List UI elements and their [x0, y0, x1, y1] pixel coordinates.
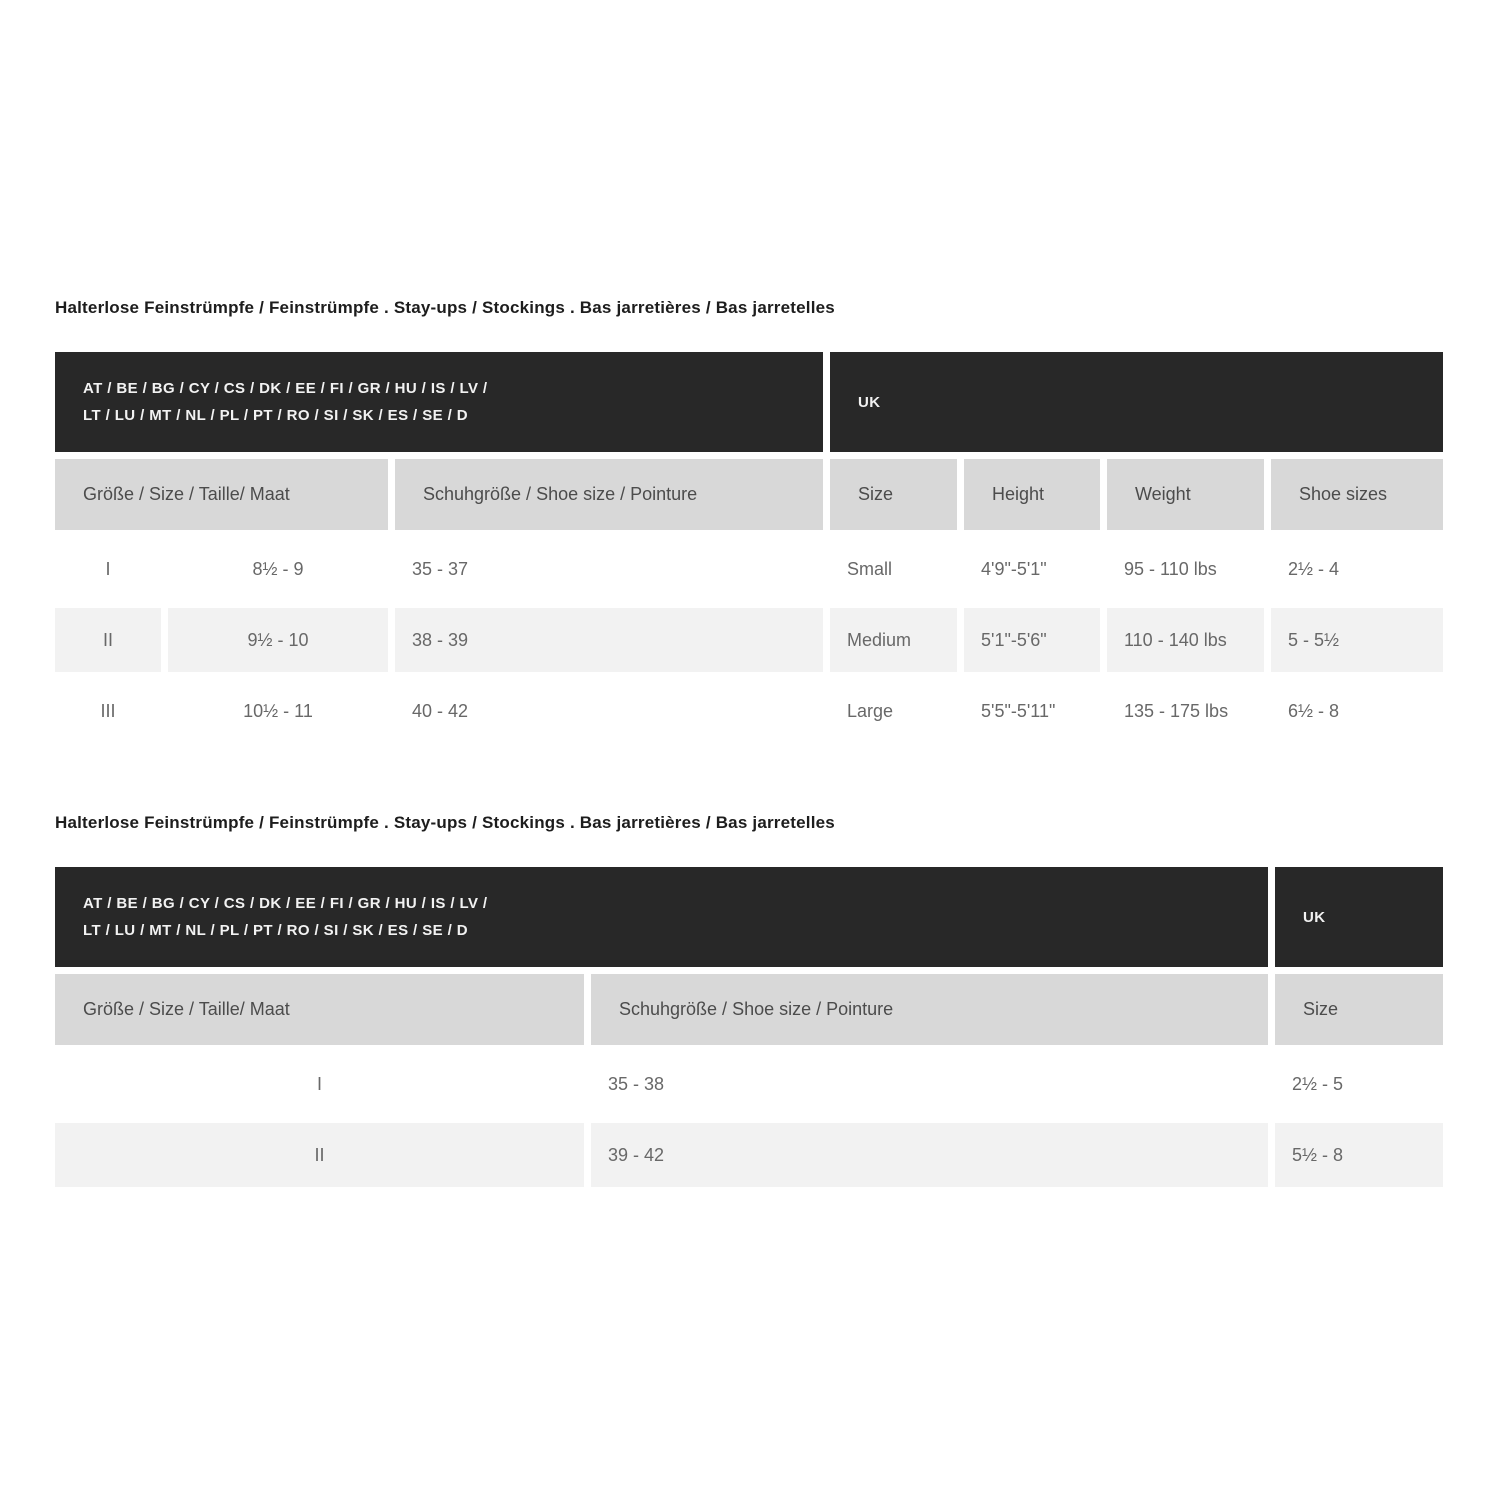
size-numeral-cell: I: [316, 1073, 322, 1094]
size-numeral-cell: II: [55, 1123, 584, 1187]
shoe-size-value-cell: 40 - 42: [412, 700, 469, 721]
column-header-size: Size: [1275, 974, 1443, 1045]
size-numeral-cell: I: [105, 558, 111, 579]
column-header-height: Height: [964, 459, 1100, 530]
uk-size-cell: 5½ - 8: [1275, 1123, 1443, 1187]
groesse-value-cell: 8½ - 9: [252, 558, 304, 579]
eu-countries-text: AT / BE / BG / CY / CS / DK / EE / FI / …: [83, 375, 487, 429]
shoe-size-value-cell: 39 - 42: [591, 1123, 1268, 1187]
shoe-size-value-cell: 35 - 37: [412, 558, 469, 579]
column-header-shoe-sizes: Shoe sizes: [1271, 459, 1443, 530]
section-title: Halterlose Feinstrümpfe / Feinstrümpfe .…: [55, 813, 835, 832]
shoe-size-value-cell: 35 - 38: [608, 1073, 665, 1094]
shoe-size-value-cell: 38 - 39: [395, 608, 823, 672]
section-title: Halterlose Feinstrümpfe / Feinstrümpfe .…: [55, 298, 835, 317]
weight-cell: 110 - 140 lbs: [1107, 608, 1264, 672]
column-header-schuhgroesse: Schuhgröße / Shoe size / Pointure: [591, 974, 1268, 1045]
eu-countries-line2: LT / LU / MT / NL / PL / PT / RO / SI / …: [83, 922, 468, 939]
size-numeral-cell: III: [100, 700, 116, 721]
size-chart-table-simple: AT / BE / BG / CY / CS / DK / EE / FI / …: [55, 867, 1443, 1187]
column-header-groesse: Größe / Size / Taille/ Maat: [55, 459, 388, 530]
uk-header-label: UK: [858, 393, 881, 411]
size-numeral-cell: II: [55, 608, 161, 672]
eu-countries-line1: AT / BE / BG / CY / CS / DK / EE / FI / …: [83, 895, 488, 912]
height-cell: 5'1"-5'6": [964, 608, 1100, 672]
eu-countries-line1: AT / BE / BG / CY / CS / DK / EE / FI / …: [83, 380, 488, 397]
size-chart-table-eu-uk: AT / BE / BG / CY / CS / DK / EE / FI / …: [55, 352, 1443, 743]
column-header-size: Size: [830, 459, 957, 530]
eu-countries-line2: LT / LU / MT / NL / PL / PT / RO / SI / …: [83, 407, 468, 424]
weight-cell: 135 - 175 lbs: [1124, 700, 1229, 721]
uk-shoe-sizes-cell: 6½ - 8: [1288, 700, 1340, 721]
groesse-value-cell: 10½ - 11: [243, 700, 313, 721]
column-header-groesse: Größe / Size / Taille/ Maat: [55, 974, 584, 1045]
uk-header: UK: [830, 352, 1443, 452]
uk-size-cell: Large: [847, 700, 894, 721]
uk-shoe-sizes-cell: 2½ - 4: [1288, 558, 1340, 579]
height-cell: 4'9"-5'1": [981, 558, 1047, 579]
size-chart-section-2: Halterlose Feinstrümpfe / Feinstrümpfe .…: [55, 812, 1443, 1187]
groesse-value-cell: 9½ - 10: [168, 608, 388, 672]
uk-shoe-sizes-cell: 5 - 5½: [1271, 608, 1443, 672]
height-cell: 5'5"-5'11": [981, 700, 1056, 721]
uk-size-cell: 2½ - 5: [1292, 1073, 1344, 1094]
uk-header-label: UK: [1303, 908, 1326, 926]
eu-countries-text: AT / BE / BG / CY / CS / DK / EE / FI / …: [83, 890, 487, 944]
weight-cell: 95 - 110 lbs: [1124, 558, 1217, 579]
column-header-schuhgroesse: Schuhgröße / Shoe size / Pointure: [395, 459, 823, 530]
uk-size-cell: Small: [847, 558, 893, 579]
column-header-weight: Weight: [1107, 459, 1264, 530]
size-chart-section-1: Halterlose Feinstrümpfe / Feinstrümpfe .…: [55, 297, 1443, 743]
eu-countries-header: AT / BE / BG / CY / CS / DK / EE / FI / …: [55, 352, 823, 452]
uk-header: UK: [1275, 867, 1443, 967]
eu-countries-header: AT / BE / BG / CY / CS / DK / EE / FI / …: [55, 867, 1268, 967]
uk-size-cell: Medium: [830, 608, 957, 672]
